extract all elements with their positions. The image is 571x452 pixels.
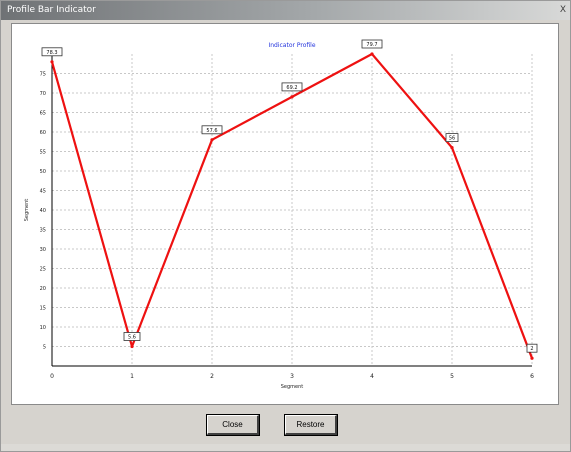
data-label: 56: [449, 136, 455, 142]
data-label: 2: [530, 346, 533, 352]
chart-panel: 5 10 15 20 25 30 35 40 45 50 55 60 65 70 75 0 1 2 3 4 5 6 Indi…: [11, 23, 559, 405]
y-tick-label: 60: [40, 130, 46, 136]
y-tick-label: 75: [40, 72, 46, 78]
data-label: 57.6: [206, 128, 217, 134]
data-label-box: [445, 133, 459, 142]
data-point: [530, 356, 534, 360]
y-tick-label: 45: [40, 189, 46, 195]
data-label: 79.7: [366, 42, 377, 48]
y-tick-label: 10: [40, 325, 46, 331]
data-label-box: [361, 39, 383, 49]
y-tick-label: 70: [40, 91, 46, 97]
bottom-strip: [1, 444, 570, 451]
x-tick-label: 5: [450, 373, 454, 380]
y-tick-label: 65: [40, 111, 46, 117]
y-tick-label: 40: [40, 208, 46, 214]
data-label: 5.6: [128, 335, 136, 341]
data-label-box: [41, 47, 63, 57]
data-point: [290, 95, 294, 99]
x-tick-label: 4: [370, 373, 374, 380]
x-axis-label: Segment: [281, 384, 304, 390]
y-tick-label: 25: [40, 267, 46, 273]
title-bar: Profile Bar Indicator X: [1, 1, 570, 20]
close-button[interactable]: Close: [206, 414, 260, 436]
y-tick-label: 35: [40, 228, 46, 234]
data-label: 69.2: [286, 85, 297, 91]
y-tick-label: 15: [40, 306, 46, 312]
x-tick-label: 0: [50, 373, 54, 380]
x-tick-label: 1: [130, 373, 134, 380]
data-label-box: [123, 332, 141, 341]
chart-title: Indicator Profile: [268, 42, 315, 49]
x-tick-label: 6: [530, 373, 534, 380]
x-tick-label: 3: [290, 373, 294, 380]
data-point: [450, 146, 454, 150]
data-label-box: [526, 343, 538, 353]
close-window-icon[interactable]: X: [559, 5, 566, 15]
data-label-box: [201, 125, 223, 135]
restore-button[interactable]: Restore: [284, 414, 338, 436]
data-label-box: [281, 82, 303, 92]
x-tick-label: 2: [210, 373, 214, 380]
y-tick-label: 30: [40, 247, 46, 253]
data-point: [130, 344, 134, 349]
y-tick-label: 5: [43, 345, 46, 351]
data-label: 78.3: [46, 50, 57, 56]
data-point: [50, 60, 54, 64]
data-point: [370, 52, 374, 56]
window-title: Profile Bar Indicator: [7, 5, 96, 15]
y-tick-label: 20: [40, 286, 46, 292]
y-tick-label: 50: [40, 169, 46, 175]
data-point: [210, 138, 214, 142]
y-axis-label: Segment: [24, 199, 30, 222]
y-tick-label: 55: [40, 150, 46, 156]
